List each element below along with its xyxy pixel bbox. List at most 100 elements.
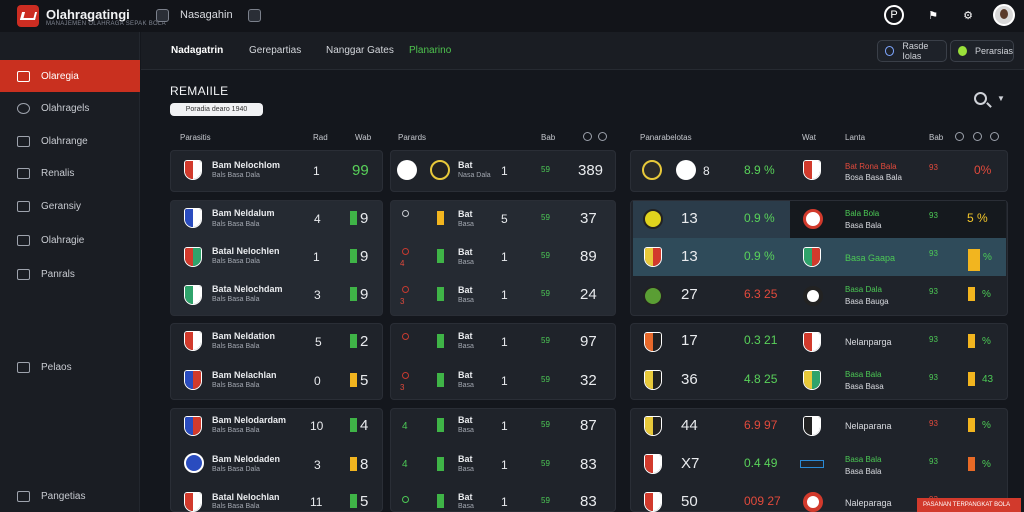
info-icon[interactable]	[955, 132, 964, 141]
form-bar	[968, 249, 980, 271]
col-header-rad[interactable]: Rad	[313, 133, 328, 142]
team-info: Bat Rona Bala	[845, 162, 897, 171]
team-crest-icon	[644, 370, 662, 390]
sidebar-item-label: Olaregia	[41, 70, 79, 82]
col-header-wat[interactable]: Wat	[802, 133, 816, 142]
col-header-bab-right[interactable]: Bab	[929, 133, 944, 142]
stat-value: 93	[929, 287, 938, 296]
footer-tag[interactable]: PASANAN TERPANGKAT BOLA	[917, 498, 1021, 512]
sidebar: Olaregia Olahragels Olahrange Renalis Ge…	[0, 32, 140, 512]
stat-value: 1	[501, 374, 508, 388]
help-icon[interactable]	[990, 132, 999, 141]
stat-value: 93	[929, 249, 938, 258]
status-icon	[402, 286, 409, 293]
sidebar-item-panrals[interactable]: Panrals	[0, 258, 140, 290]
stat-value: 5 %	[967, 211, 988, 225]
stat-value: 3	[314, 288, 321, 302]
stat-value: 97	[580, 333, 597, 350]
sidebar-item-geransiy[interactable]: Geransiy	[0, 190, 140, 222]
sidebar-item-label: Renalis	[41, 167, 75, 179]
status-icon	[402, 333, 409, 340]
info-icon[interactable]	[583, 132, 592, 141]
sidebar-footer-label: Pangetias	[41, 490, 86, 502]
stat-value: 37	[580, 210, 597, 227]
col-header-panarabelotas[interactable]: Panarabelotas	[640, 133, 692, 142]
grid-icon[interactable]	[156, 9, 169, 22]
team-sub: Bals Basa Bala	[212, 296, 260, 303]
tab-nadagatrin[interactable]: Nadagatrin	[171, 45, 224, 56]
avatar[interactable]	[993, 4, 1015, 26]
help-icon[interactable]	[598, 132, 607, 141]
notifications-icon[interactable]: ⚑	[928, 9, 938, 22]
search-icon[interactable]	[974, 92, 987, 105]
match-name: Bat	[458, 160, 473, 170]
team-info-sub: Bosa Basa Bala	[845, 173, 902, 182]
form-bar	[968, 372, 975, 386]
form-bar	[437, 249, 444, 263]
stat-value: 9	[360, 210, 369, 227]
filter-pill-rasde[interactable]: Rasde Iolas	[877, 40, 947, 62]
tab-nanggar-gates[interactable]: Nanggar Gates	[326, 45, 394, 56]
stat-value: 59	[541, 420, 550, 429]
stat-value: 5	[315, 335, 322, 349]
team-name: Bam Nelodardam	[212, 415, 287, 425]
form-bar	[350, 334, 357, 348]
team-crest-icon	[803, 247, 821, 267]
tab-gerepartias[interactable]: Gerepartias	[249, 45, 302, 56]
col-header-lanta[interactable]: Lanta	[845, 133, 866, 142]
top-nav-label[interactable]: Nasagahin	[180, 9, 233, 21]
filter-pill-perarsias[interactable]: Perarsias	[950, 40, 1014, 62]
profile-icon[interactable]: P	[884, 5, 904, 25]
col-header-team[interactable]: Parasitis	[180, 133, 211, 142]
match-name: Bat	[458, 285, 473, 295]
sidebar-item-label: Geransiy	[41, 200, 82, 212]
settings-icon[interactable]: ⚙	[963, 9, 973, 22]
stat-value: 59	[541, 289, 550, 298]
stat-value: 59	[541, 251, 550, 260]
main-header: Nadagatrin Gerepartias Nanggar Gates Pla…	[141, 32, 1024, 70]
match-sub: Basa	[458, 297, 474, 304]
chevron-down-icon[interactable]: ▼	[997, 94, 1005, 103]
col-header-bab[interactable]: Bab	[541, 133, 556, 142]
form-bar	[350, 457, 357, 471]
match-number: 4	[400, 259, 405, 268]
form-bar	[968, 334, 975, 348]
team-name: Batal Nelochlen	[212, 246, 280, 256]
section-title: REMAIILE	[170, 84, 229, 98]
team-crest-icon	[397, 160, 417, 180]
sidebar-item-olahragels[interactable]: Olahragels	[0, 92, 140, 124]
stat-value: %	[982, 459, 991, 470]
app-logo[interactable]	[17, 5, 39, 27]
sidebar-item-renalis[interactable]: Renalis	[0, 157, 140, 189]
stat-percent: 8.9 %	[744, 163, 775, 177]
team-info: Bala Bola	[845, 209, 880, 218]
stat-value: 5	[360, 372, 369, 389]
sidebar-item-olahragie[interactable]: Olahragie	[0, 224, 140, 256]
stat-value: 5	[360, 493, 369, 510]
team-crest-icon	[803, 492, 823, 512]
match-sub: Basa	[458, 343, 474, 350]
team-crest-icon	[184, 416, 202, 436]
sidebar-item-label: Panrals	[41, 268, 75, 280]
stat-value: 4	[360, 417, 369, 434]
sidebar-item-olaregia[interactable]: Olaregia	[0, 60, 140, 92]
mid-panel-3	[390, 323, 616, 400]
tab-planarino[interactable]: Planarino	[409, 45, 452, 56]
sidebar-footer[interactable]: Pangetias	[0, 480, 140, 512]
help-icon[interactable]	[973, 132, 982, 141]
sidebar-item-pelaos[interactable]: Pelaos	[0, 351, 140, 383]
stat-value: 99	[352, 162, 369, 179]
flag-icon	[800, 460, 824, 468]
col-header-wab[interactable]: Wab	[355, 133, 372, 142]
sidebar-item-olahrange[interactable]: Olahrange	[0, 125, 140, 157]
team-crest-icon	[803, 160, 821, 180]
match-number: 3	[400, 383, 405, 392]
stat-value: 83	[580, 456, 597, 473]
stat-value: %	[982, 289, 991, 300]
stat-value: 2	[360, 333, 369, 350]
col-header-parards[interactable]: Parards	[398, 133, 427, 142]
left-panel-1	[170, 150, 383, 192]
window-icon[interactable]	[248, 9, 261, 22]
mid-panel-4	[390, 408, 616, 512]
section-button[interactable]: Poradia dearo 1940	[170, 103, 263, 116]
